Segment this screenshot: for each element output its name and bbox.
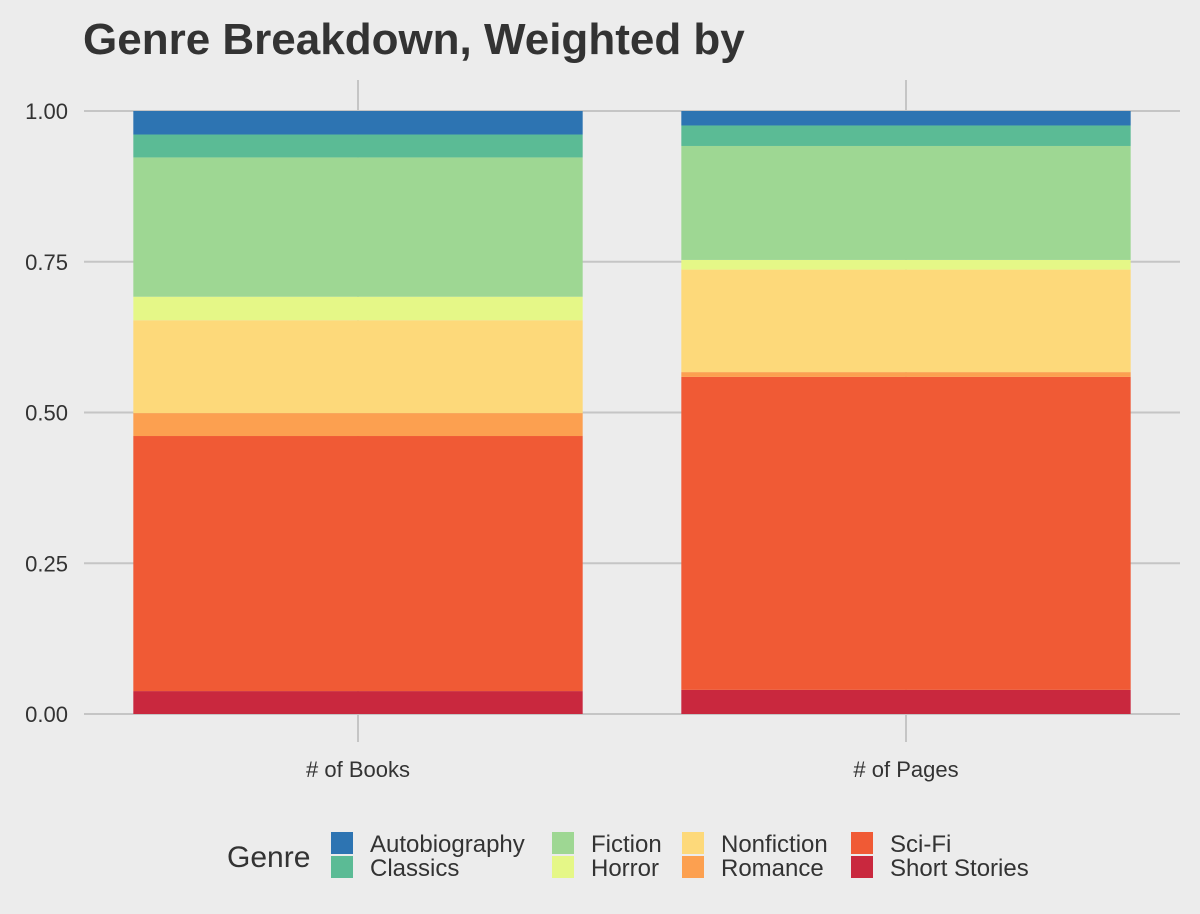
bar-segment-horror (681, 259, 1131, 270)
legend-swatch-autobiography (331, 832, 353, 854)
y-tick-label: 0.25 (25, 551, 68, 576)
y-axis: 0.00 0.25 0.50 0.75 1.00 (25, 99, 68, 727)
legend-swatch-sci-fi (851, 832, 873, 854)
bar-segment-short-stories (681, 689, 1131, 714)
y-tick-label: 1.00 (25, 99, 68, 124)
legend-swatch-horror (552, 856, 574, 878)
bars (133, 111, 1131, 714)
legend-label-nonfiction: Nonfiction (721, 831, 828, 858)
legend-label-romance: Romance (721, 855, 824, 882)
y-tick-label: 0.50 (25, 401, 68, 426)
bar-segment-fiction (681, 145, 1131, 260)
bar-segment-short-stories (133, 691, 583, 714)
legend-label-sci-fi: Sci-Fi (890, 831, 951, 858)
bar-segment-romance (681, 372, 1131, 377)
legend-title: Genre (227, 841, 310, 874)
bar-segment-romance (133, 413, 583, 437)
legend-label-classics: Classics (370, 855, 459, 882)
legend-swatch-classics (331, 856, 353, 878)
bar-segment-classics (133, 134, 583, 158)
bar-segment-classics (681, 125, 1131, 146)
bar-segment-nonfiction (681, 269, 1131, 373)
y-tick-label: 0.75 (25, 250, 68, 275)
bar-segment-horror (133, 296, 583, 321)
y-tick-label: 0.00 (25, 702, 68, 727)
legend-label-horror: Horror (591, 855, 659, 882)
bar-segment-sci-fi (681, 376, 1131, 690)
bar-segment-fiction (133, 157, 583, 297)
x-tick-label: # of Books (306, 757, 410, 782)
chart-title: Genre Breakdown, Weighted by (83, 15, 745, 64)
legend-label-autobiography: Autobiography (370, 831, 525, 858)
bar-segment-autobiography (681, 111, 1131, 126)
legend-swatch-short-stories (851, 856, 873, 878)
legend-swatch-romance (682, 856, 704, 878)
bar-segment-autobiography (133, 111, 583, 135)
legend-label-fiction: Fiction (591, 831, 662, 858)
legend-swatch-fiction (552, 832, 574, 854)
legend-swatch-nonfiction (682, 832, 704, 854)
legend-label-short-stories: Short Stories (890, 855, 1029, 882)
x-axis: # of Books # of Pages (306, 757, 959, 782)
bar-segment-nonfiction (133, 320, 583, 414)
x-tick-label: # of Pages (853, 757, 958, 782)
bar-segment-sci-fi (133, 436, 583, 692)
